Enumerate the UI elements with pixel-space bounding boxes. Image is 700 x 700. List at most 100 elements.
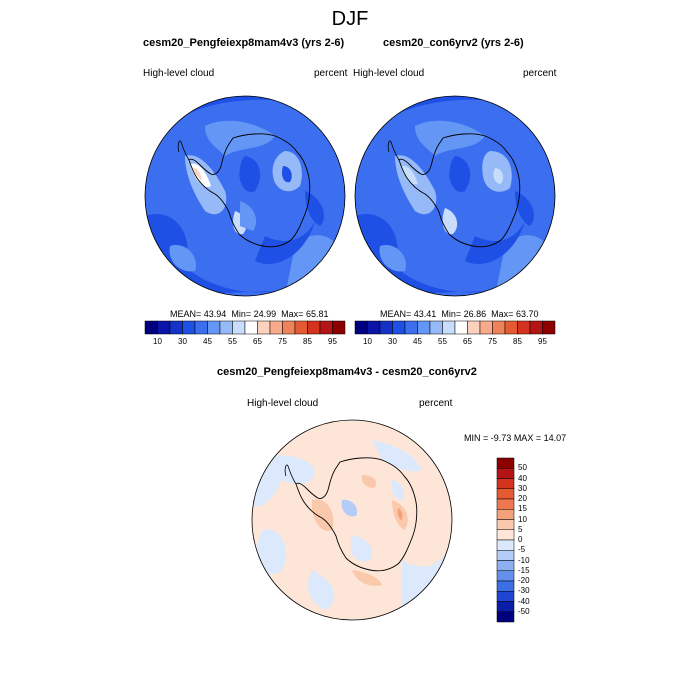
panel-2-colorbar-tick-label: 10: [363, 337, 372, 346]
diff-colorbar-label: 10: [518, 514, 527, 524]
panel-2-colorbar-box: [467, 320, 481, 335]
panel-2-colorbar-box: [417, 320, 431, 335]
panel-1-colorbar-box: [332, 320, 346, 335]
diff-colorbar-box: [496, 509, 515, 520]
diff-colorbar-label: -30: [518, 586, 530, 596]
panel-1-colorbar-tick-label: 95: [328, 337, 337, 346]
panel-2-colorbar-box: [354, 320, 368, 335]
panel-1-max-value: 65.81: [305, 309, 329, 319]
diff-polar-map: [251, 419, 453, 621]
panel-1-min-value: 24.99: [253, 309, 277, 319]
panel-1-colorbar-tick-label: 45: [203, 337, 212, 346]
panel-2-colorbar-box: [529, 320, 543, 335]
panel-1-case-title: cesm20_Pengfeiexp8mam4v3 (yrs 2-6): [143, 37, 345, 49]
panel-2-colorbar-box: [379, 320, 393, 335]
diff-colorbar-box: [496, 457, 515, 469]
diff-colorbar-label: -5: [518, 545, 526, 555]
panel-1-polar-map: [144, 95, 346, 297]
panel-1-colorbar-box: [232, 320, 246, 335]
diff-colorbar-box: [496, 580, 515, 592]
panel-1-colorbar-box: [182, 320, 196, 335]
diff-colorbar-label: -15: [518, 565, 530, 575]
diff-colorbar-label: 0: [518, 535, 523, 544]
panel-2-mean-label: MEAN=: [380, 309, 412, 319]
panel-1-colorbar-box: [219, 320, 233, 335]
diff-colorbar-label: -10: [518, 555, 530, 565]
diff-colorbar-box: [496, 601, 515, 612]
panel-1-colorbar-tick-label: 65: [253, 337, 262, 346]
panel-2-colorbar-box: [504, 320, 518, 335]
panel-1-colorbar-box: [207, 320, 221, 335]
diff-colorbar-box: [496, 570, 515, 582]
figure-title: DJF: [331, 8, 369, 30]
panel-2-colorbar-box: [404, 320, 418, 335]
panel-1-colorbar-box: [257, 320, 271, 335]
panel-2-max-label: Max=: [491, 309, 514, 319]
diff-colorbar-box: [496, 550, 515, 561]
diff-max-value: 14.07: [543, 433, 567, 443]
diff-colorbar-label: 50: [518, 463, 527, 473]
panel-2-colorbar-box: [542, 320, 556, 335]
panel-2-colorbar-box: [454, 320, 468, 335]
diff-colorbar: [496, 457, 515, 623]
panel-1-mean-value: 43.94: [203, 309, 227, 319]
diff-max-label: MAX =: [513, 433, 542, 443]
diff-colorbar-box: [496, 539, 515, 551]
diff-colorbar-box: [496, 519, 515, 530]
panel-1-colorbar: [144, 320, 346, 335]
diff-colorbar-box: [496, 498, 515, 510]
diff-colorbar-label: -50: [518, 606, 530, 616]
panel-2-colorbar-tick-label: 95: [538, 337, 547, 346]
panel-1-colorbar-tick-label: 75: [278, 337, 287, 346]
diff-colorbar-labels: 50 40 30 20 15 10 5 0 -5 -10 -15 -20 -30 -40 -50: [518, 458, 558, 622]
panel-2-colorbar-tick-label: 85: [513, 337, 522, 346]
diff-units-label: percent: [419, 398, 453, 409]
panel-1-stats: MEAN= 43.94 Min= 24.99 Max= 65.81: [170, 309, 328, 319]
panel-1-colorbar-box: [194, 320, 208, 335]
panel-1-mean-label: MEAN=: [170, 309, 202, 319]
panel-1-units-label: percent: [314, 68, 348, 79]
panel-1-colorbar-box: [144, 320, 158, 335]
panel-2-colorbar-box: [492, 320, 506, 335]
panel-1-colorbar-box: [169, 320, 183, 335]
panel-2-colorbar-tick-label: 65: [463, 337, 472, 346]
diff-colorbar-label: -40: [518, 596, 530, 606]
panel-1-max-label: Max=: [281, 309, 304, 319]
panel-2-colorbar-box: [367, 320, 381, 335]
panel-2-max-value: 63.70: [515, 309, 539, 319]
panel-2-variable-label: High-level cloud: [353, 68, 425, 79]
diff-colorbar-label: 5: [518, 524, 523, 534]
diff-colorbar-box: [496, 529, 515, 541]
diff-colorbar-label: 15: [518, 504, 527, 514]
panel-1-colorbar-box: [319, 320, 333, 335]
panel-2-colorbar-ticks: 10 30 45 55 65 75 85 95: [355, 337, 555, 349]
diff-colorbar-box: [496, 488, 515, 500]
panel-1-colorbar-box: [294, 320, 308, 335]
diff-min-label: MIN =: [464, 433, 489, 443]
panel-2-colorbar-tick-label: 30: [388, 337, 397, 346]
panel-2-colorbar: [354, 320, 556, 335]
panel-2-min-label: Min=: [441, 309, 462, 319]
panel-1-colorbar-box: [269, 320, 283, 335]
panel-2-colorbar-box: [517, 320, 531, 335]
panel-2-polar-map: [354, 95, 556, 297]
diff-title: cesm20_Pengfeiexp8mam4v3 - cesm20_con6yr…: [217, 366, 477, 378]
panel-1-colorbar-tick-label: 55: [228, 337, 237, 346]
panel-2-colorbar-box: [442, 320, 456, 335]
diff-min-value: -9.73: [490, 433, 512, 443]
panel-1-colorbar-tick-label: 30: [178, 337, 187, 346]
diff-minmax: MIN = -9.73 MAX = 14.07: [464, 433, 566, 443]
diff-variable-label: High-level cloud: [247, 398, 319, 409]
panel-2-colorbar-tick-label: 45: [413, 337, 422, 346]
panel-2-case-title: cesm20_con6yrv2 (yrs 2-6): [383, 37, 524, 49]
panel-2-colorbar-tick-label: 75: [488, 337, 497, 346]
panel-1-colorbar-box: [307, 320, 321, 335]
panel-1-min-label: Min=: [231, 309, 252, 319]
panel-1-colorbar-tick-label: 85: [303, 337, 312, 346]
panel-1-colorbar-tick-label: 10: [153, 337, 162, 346]
panel-1-colorbar-box: [244, 320, 258, 335]
panel-1-colorbar-box: [282, 320, 296, 335]
diff-colorbar-label: 40: [518, 473, 527, 483]
panel-2-stats: MEAN= 43.41 Min= 26.86 Max= 63.70: [380, 309, 538, 319]
diff-colorbar-box: [496, 591, 515, 602]
